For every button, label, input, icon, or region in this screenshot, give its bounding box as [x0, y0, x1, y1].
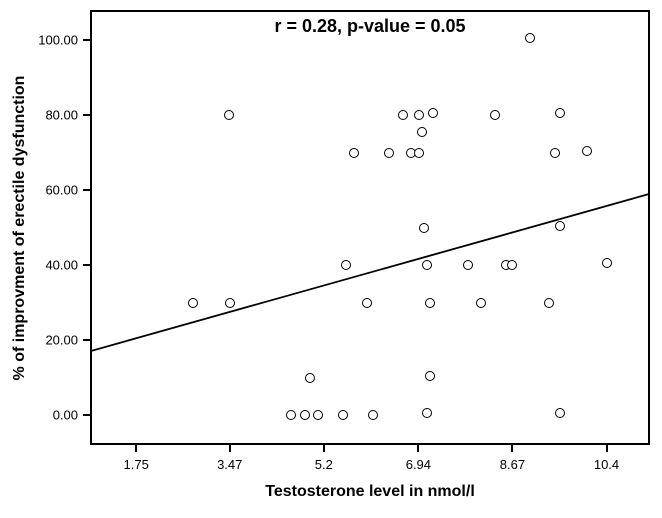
data-point — [338, 410, 348, 420]
data-point — [313, 410, 323, 420]
data-point — [425, 371, 435, 381]
data-point — [419, 223, 429, 233]
data-point — [428, 108, 438, 118]
data-point — [300, 410, 310, 420]
data-point — [425, 298, 435, 308]
x-tick-label: 10.4 — [594, 457, 619, 472]
data-point — [224, 110, 234, 120]
y-tick-label: 80.00 — [45, 108, 78, 123]
y-tick — [83, 189, 90, 191]
data-point — [188, 298, 198, 308]
data-point — [422, 260, 432, 270]
y-tick — [83, 414, 90, 416]
x-tick-label: 1.75 — [124, 457, 149, 472]
data-point — [362, 298, 372, 308]
chart-title: r = 0.28, p-value = 0.05 — [274, 16, 465, 37]
y-tick — [83, 114, 90, 116]
data-point — [286, 410, 296, 420]
x-tick-label: 8.67 — [500, 457, 525, 472]
y-tick-label: 60.00 — [45, 183, 78, 198]
y-tick — [83, 264, 90, 266]
data-point — [582, 146, 592, 156]
data-point — [463, 260, 473, 270]
data-point — [555, 108, 565, 118]
y-axis-label: % of improvment of erectile dysfunction — [11, 75, 29, 380]
x-tick — [417, 445, 419, 452]
data-point — [555, 408, 565, 418]
x-tick-label: 3.47 — [217, 457, 242, 472]
data-point — [550, 148, 560, 158]
data-point — [422, 408, 432, 418]
plot-area — [90, 10, 650, 445]
x-tick-label: 6.94 — [406, 457, 431, 472]
y-tick-label: 20.00 — [45, 333, 78, 348]
data-point — [417, 127, 427, 137]
data-point — [544, 298, 554, 308]
data-point — [414, 110, 424, 120]
x-tick — [323, 445, 325, 452]
data-point — [384, 148, 394, 158]
data-point — [414, 148, 424, 158]
x-tick — [135, 445, 137, 452]
x-tick — [511, 445, 513, 452]
x-tick — [229, 445, 231, 452]
data-point — [349, 148, 359, 158]
data-point — [398, 110, 408, 120]
data-point — [602, 258, 612, 268]
y-tick-label: 100.00 — [38, 33, 78, 48]
x-tick — [606, 445, 608, 452]
data-point — [225, 298, 235, 308]
y-tick — [83, 39, 90, 41]
data-point — [525, 33, 535, 43]
y-tick-label: 0.00 — [53, 408, 78, 423]
data-point — [490, 110, 500, 120]
data-point — [507, 260, 517, 270]
data-point — [341, 260, 351, 270]
y-tick-label: 40.00 — [45, 258, 78, 273]
x-axis-label: Testosterone level in nmol/l — [265, 483, 475, 501]
scatter-chart: r = 0.28, p-value = 0.05 % of improvment… — [0, 0, 662, 518]
data-point — [476, 298, 486, 308]
data-point — [305, 373, 315, 383]
x-tick-label: 5.2 — [315, 457, 333, 472]
data-point — [555, 221, 565, 231]
data-point — [368, 410, 378, 420]
y-tick — [83, 339, 90, 341]
